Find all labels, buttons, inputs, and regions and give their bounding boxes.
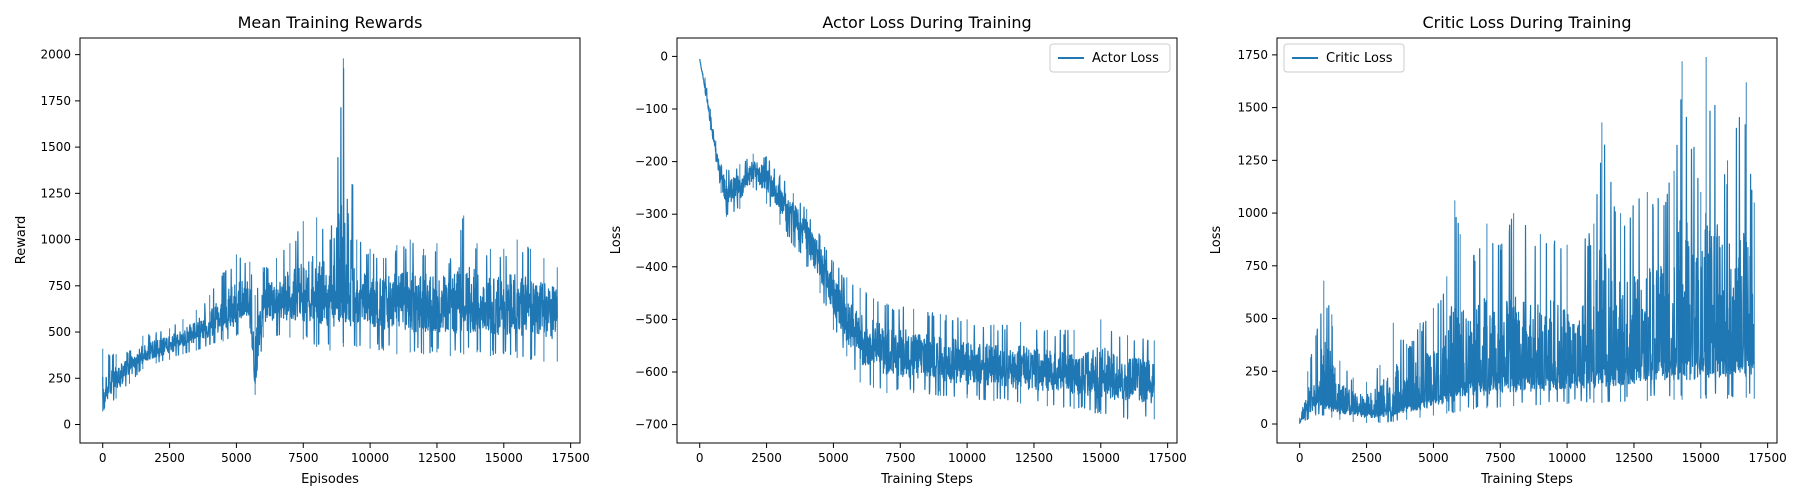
x-axis-label: Training Steps [1480, 472, 1573, 487]
y-axis-label: Loss [609, 226, 624, 255]
critic-loss-line-series [1299, 56, 1755, 425]
legend-entry-actor-loss: Actor Loss [1092, 51, 1159, 66]
x-tick-label: 15000 [1682, 451, 1720, 465]
y-tick-label: 750 [1245, 259, 1268, 273]
y-axis-ticks: 0 250 500 750 1000 1250 1500 1750 [1237, 48, 1277, 431]
x-tick-label: 15000 [485, 451, 523, 465]
series-line [1299, 99, 1755, 423]
x-axis-label: Training Steps [880, 472, 973, 487]
y-tick-label: 1500 [1237, 101, 1268, 115]
x-tick-label: 15000 [1082, 451, 1120, 465]
chart-title: Critic Loss During Training [1423, 13, 1632, 32]
x-tick-label: 10000 [1548, 451, 1586, 465]
y-tick-label: 500 [1245, 312, 1268, 326]
chart-title: Mean Training Rewards [238, 13, 423, 32]
y-tick-label: 2000 [40, 48, 71, 62]
x-axis-ticks: 0 2500 5000 7500 10000 12500 15000 17500 [696, 443, 1187, 465]
legend: Critic Loss [1283, 43, 1405, 73]
y-tick-label: 0 [660, 49, 668, 63]
y-tick-label: 1000 [40, 233, 71, 247]
y-tick-label: 500 [48, 325, 71, 339]
chart-title: Actor Loss During Training [822, 13, 1031, 32]
x-tick-label: 10000 [351, 451, 389, 465]
reward-chart: 0 2500 5000 7500 10000 12500 15000 17500 0 250 50… [14, 13, 590, 487]
y-tick-label: 1750 [1237, 48, 1268, 62]
x-tick-label: 2500 [751, 451, 782, 465]
y-axis-label: Loss [1209, 226, 1224, 255]
x-tick-label: 0 [99, 451, 107, 465]
y-tick-label: 250 [48, 371, 71, 385]
x-tick-label: 7500 [288, 451, 319, 465]
x-axis-label: Episodes [301, 472, 359, 487]
x-tick-label: 17500 [1749, 451, 1787, 465]
critic-loss-chart: 0 2500 5000 7500 10000 12500 15000 17500 0 250 50… [1209, 13, 1787, 487]
y-tick-label: 1750 [40, 94, 71, 108]
legend-box [1049, 43, 1171, 73]
y-tick-label: 1000 [1237, 206, 1268, 220]
y-axis-ticks: 0 −100 −200 −300 −400 −500 −600 −700 [635, 49, 677, 432]
y-axis-ticks: 0 250 500 750 1000 1250 1500 1750 2000 [40, 48, 80, 432]
y-tick-label: −600 [635, 365, 668, 379]
x-tick-label: 10000 [948, 451, 986, 465]
legend-box [1283, 43, 1405, 73]
x-tick-label: 12500 [1615, 451, 1653, 465]
legend-entry-critic-loss: Critic Loss [1326, 51, 1393, 66]
x-tick-label: 2500 [1351, 451, 1382, 465]
y-tick-label: −700 [635, 418, 668, 432]
y-tick-label: 750 [48, 279, 71, 293]
x-axis-ticks: 0 2500 5000 7500 10000 12500 15000 17500 [99, 443, 590, 465]
y-tick-label: −200 [635, 155, 668, 169]
y-tick-label: 0 [63, 418, 71, 432]
x-tick-label: 12500 [1015, 451, 1053, 465]
y-tick-label: −400 [635, 260, 668, 274]
plot-frame [676, 37, 1178, 444]
y-tick-label: 1250 [1237, 153, 1268, 167]
y-axis-label: Reward [14, 216, 29, 264]
x-tick-label: 7500 [885, 451, 916, 465]
x-tick-label: 5000 [221, 451, 252, 465]
legend: Actor Loss [1049, 43, 1171, 73]
actor-loss-chart: 0 2500 5000 7500 10000 12500 15000 17500 0 −100 −… [609, 13, 1187, 487]
y-tick-label: −100 [635, 102, 668, 116]
y-tick-label: 250 [1245, 364, 1268, 378]
x-tick-label: 7500 [1485, 451, 1516, 465]
y-tick-label: −300 [635, 207, 668, 221]
x-tick-label: 0 [696, 451, 704, 465]
x-axis-ticks: 0 2500 5000 7500 10000 12500 15000 17500 [1296, 443, 1787, 465]
plot-frame [79, 37, 581, 444]
x-tick-label: 17500 [1149, 451, 1187, 465]
x-tick-label: 0 [1296, 451, 1304, 465]
series-line [102, 68, 558, 410]
x-tick-label: 2500 [154, 451, 185, 465]
reward-line-series [102, 58, 558, 412]
x-tick-label: 17500 [552, 451, 590, 465]
x-tick-label: 5000 [818, 451, 849, 465]
x-tick-label: 5000 [1418, 451, 1449, 465]
y-tick-label: −500 [635, 312, 668, 326]
x-tick-label: 12500 [418, 451, 456, 465]
actor-loss-line-series [699, 58, 1155, 420]
y-tick-label: 0 [1260, 417, 1268, 431]
plot-frame [1276, 37, 1778, 444]
y-tick-label: 1250 [40, 186, 71, 200]
y-tick-label: 1500 [40, 140, 71, 154]
series-line [699, 58, 1155, 419]
